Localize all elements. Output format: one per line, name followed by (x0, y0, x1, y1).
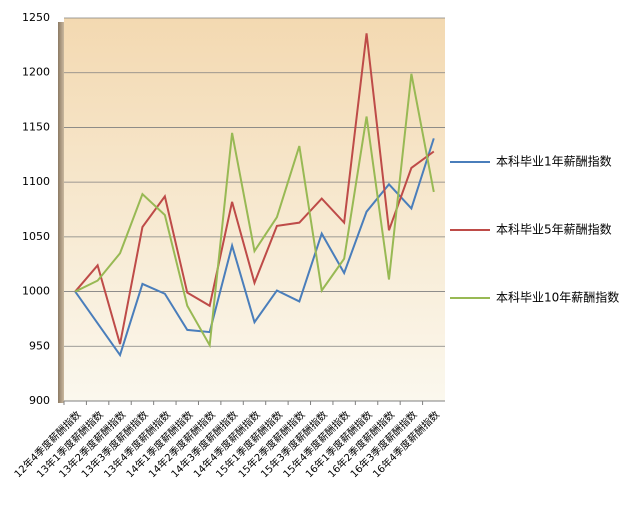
y-tick-label: 1050 (22, 230, 50, 243)
legend-label: 本科毕业5年薪酬指数 (496, 222, 612, 237)
y-tick-label: 1100 (22, 175, 50, 188)
y-tick-label: 1150 (22, 120, 50, 133)
line-series (74, 73, 435, 349)
y-tick-label: 950 (29, 339, 50, 352)
line-series (74, 33, 435, 345)
y-tick-label: 1000 (22, 285, 50, 298)
y-tick-label: 1250 (22, 11, 50, 24)
plot-area (64, 18, 445, 401)
y-tick-label: 1200 (22, 66, 50, 79)
legend-label: 本科毕业1年薪酬指数 (496, 154, 612, 169)
line-series (74, 138, 435, 358)
legend-label: 本科毕业10年薪酬指数 (496, 290, 619, 305)
side-wall (58, 22, 64, 403)
y-tick-label: 900 (29, 394, 50, 407)
